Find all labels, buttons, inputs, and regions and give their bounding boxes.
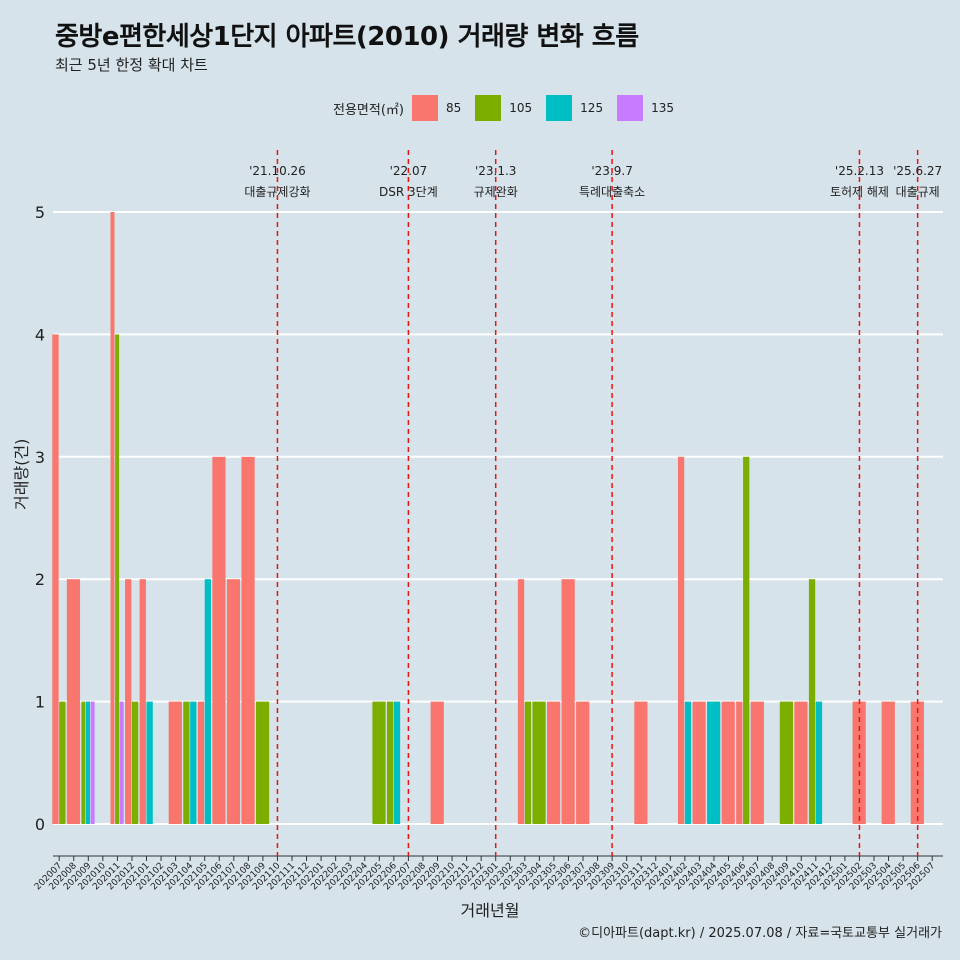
legend-swatch (411, 95, 438, 121)
legend-swatch (617, 95, 644, 121)
bar-105-202104 (183, 701, 190, 824)
x-axis-label: 거래년월 (460, 901, 520, 920)
event-date: '25.2.13 (835, 164, 884, 178)
bar-125-202411 (815, 701, 823, 824)
bar-85-202402 (677, 456, 685, 824)
legend-swatch (475, 95, 502, 121)
bar-125-202404 (707, 701, 721, 824)
legend-item-85: 85 (411, 95, 462, 121)
event-date: '22.07 (390, 164, 428, 178)
legend-label: 105 (509, 101, 533, 115)
bar-85-202406 (736, 701, 743, 824)
bar-85-202107 (226, 579, 241, 824)
bar-85-202101 (139, 579, 146, 824)
event-date: '23.9.7 (591, 164, 632, 178)
bar-105-202303 (524, 701, 532, 824)
bar-125-202206 (393, 701, 401, 824)
legend-label: 125 (580, 101, 604, 115)
legend-item-135: 135 (617, 95, 674, 121)
bar-105-202009 (81, 701, 86, 824)
bar-85-202306 (561, 579, 575, 824)
bar-125-202009 (86, 701, 90, 824)
chart-title: 중방e편한세상1단지 아파트(2010) 거래량 변화 흐름 (55, 22, 639, 52)
bar-105-202109 (256, 701, 270, 824)
y-tick-label: 4 (35, 325, 45, 344)
bar-125-202104 (190, 701, 197, 824)
event-label: DSR 3단계 (379, 185, 438, 199)
bar-85-202007 (52, 334, 59, 824)
chart-subtitle: 최근 5년 한정 확대 차트 (55, 56, 208, 74)
event-date: '25.6.27 (893, 164, 942, 178)
bar-105-202007 (59, 701, 66, 824)
event-date: '21.10.26 (249, 164, 306, 178)
y-tick-label: 3 (35, 448, 45, 467)
event-date: '23.1.3 (475, 164, 516, 178)
bar-105-202011 (115, 334, 120, 824)
event-label: 대출규제 (896, 185, 940, 199)
bar-85-202209 (430, 701, 444, 824)
bar-85-202103 (168, 701, 182, 824)
bar-125-202402 (684, 701, 692, 824)
bar-105-202012 (131, 701, 139, 824)
legend-label: 135 (651, 101, 674, 115)
bar-85-202504 (881, 701, 895, 824)
bar-85-202105 (197, 701, 205, 824)
bar-135-202009 (90, 701, 95, 824)
legend-title: 전용면적(㎡) (333, 102, 404, 118)
bar-85-202405 (721, 701, 735, 824)
event-label: 토허제 해제 (830, 185, 889, 199)
legend-swatch (546, 95, 573, 121)
y-tick-label: 0 (35, 815, 45, 834)
bar-85-202012 (125, 579, 132, 824)
bar-105-202406 (743, 456, 750, 824)
legend-label: 85 (445, 101, 462, 115)
legend-item-105: 105 (475, 95, 532, 121)
bar-85-202008 (66, 579, 81, 824)
bar-125-202105 (204, 579, 211, 824)
source-caption: ©디아파트(dapt.kr) / 2025.07.08 / 자료=국토교통부 실… (578, 926, 942, 941)
bar-85-202303 (517, 579, 525, 824)
bar-85-202305 (547, 701, 561, 824)
bar-85-202307 (576, 701, 590, 824)
bar-85-202311 (634, 701, 648, 824)
bar-105-202304 (532, 701, 546, 824)
y-tick-label: 1 (35, 693, 45, 712)
legend-item-125: 125 (546, 95, 603, 121)
bar-105-202411 (808, 579, 816, 824)
bar-85-202407 (750, 701, 764, 824)
bar-105-202409 (779, 701, 793, 824)
bar-85-202106 (212, 456, 226, 824)
y-tick-label: 2 (35, 570, 45, 589)
bar-125-202101 (146, 701, 153, 824)
event-label: 특례대출축소 (579, 185, 645, 199)
event-label: 규제완화 (474, 185, 518, 199)
legend: 전용면적(㎡) 85 105 125 135 (333, 94, 688, 122)
y-tick-label: 5 (35, 203, 45, 222)
y-axis-label: 거래량(건) (12, 438, 31, 510)
bar-105-202205 (372, 701, 386, 824)
bar-135-202011 (119, 701, 124, 824)
bar-85-202108 (241, 456, 255, 824)
bar-85-202410 (794, 701, 808, 824)
bar-85-202011 (110, 212, 115, 824)
bar-105-202206 (386, 701, 394, 824)
event-label: 대출규제강화 (244, 185, 310, 199)
bar-85-202403 (692, 701, 706, 824)
